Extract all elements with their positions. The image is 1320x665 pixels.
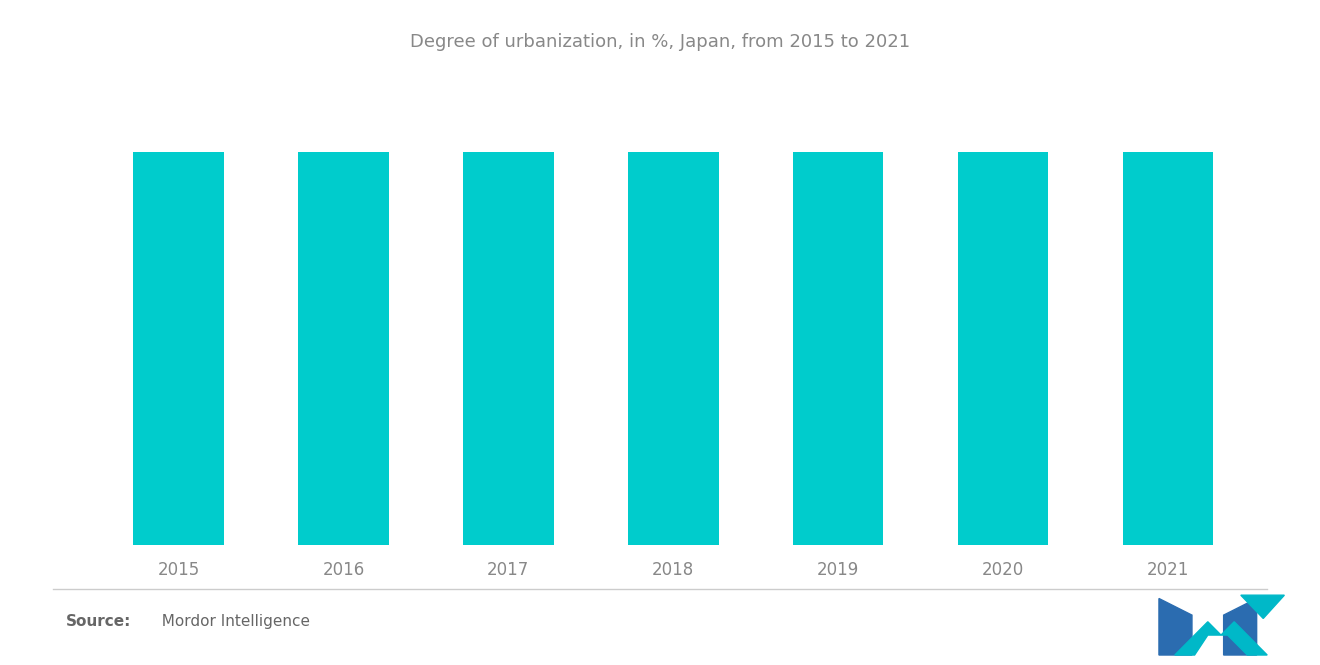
Polygon shape [1241, 595, 1284, 618]
Bar [463, 152, 553, 665]
Bar [793, 152, 883, 665]
Text: Mordor Intelligence: Mordor Intelligence [152, 614, 310, 629]
Polygon shape [1175, 622, 1221, 655]
Polygon shape [1221, 622, 1267, 655]
Bar [1122, 152, 1213, 665]
Bar [628, 152, 718, 665]
Bar [957, 152, 1048, 665]
Polygon shape [1159, 598, 1192, 655]
Text: Degree of urbanization, in %, Japan, from 2015 to 2021: Degree of urbanization, in %, Japan, fro… [411, 33, 909, 51]
Bar [133, 152, 224, 665]
Polygon shape [1224, 598, 1257, 655]
Text: Source:: Source: [66, 614, 132, 629]
Bar [298, 152, 389, 665]
